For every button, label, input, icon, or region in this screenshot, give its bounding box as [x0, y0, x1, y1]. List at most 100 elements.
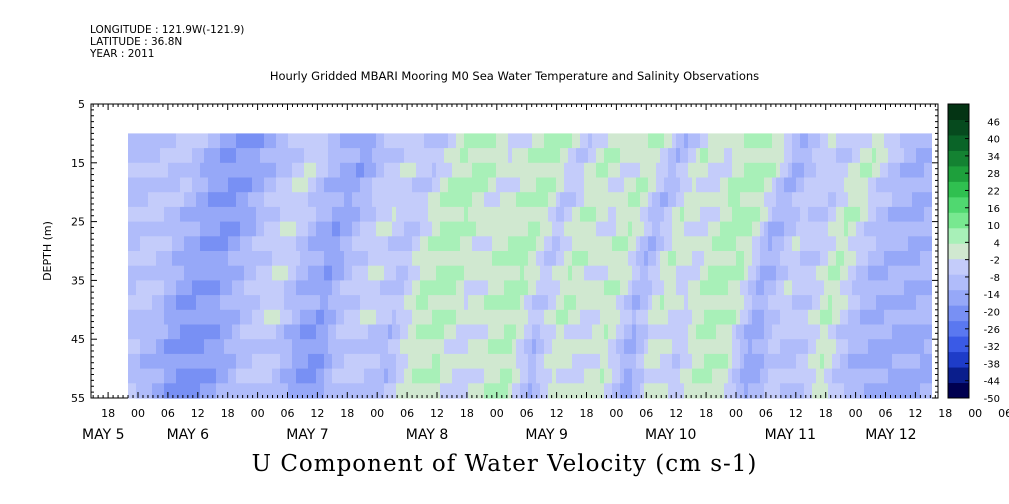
heatmap-cell [904, 339, 908, 355]
heatmap-cell [700, 148, 704, 164]
heatmap-cell [688, 339, 692, 355]
heatmap-cell [680, 236, 684, 252]
heatmap-cell [332, 309, 336, 326]
heatmap-cell [552, 251, 556, 267]
heatmap-cell [640, 177, 644, 193]
heatmap-cell [148, 339, 152, 355]
heatmap-cell [548, 324, 552, 340]
heatmap-cell [564, 192, 568, 208]
heatmap-cell [436, 133, 440, 149]
heatmap-cell [244, 148, 248, 164]
heatmap-cell [172, 339, 176, 355]
heatmap-cell [276, 177, 280, 193]
heatmap-cell [924, 368, 928, 384]
heatmap-cell [736, 192, 740, 208]
heatmap-cell [304, 192, 308, 208]
heatmap-cell [168, 221, 172, 237]
heatmap-cell [516, 368, 520, 384]
heatmap-cell [836, 309, 840, 326]
heatmap-cell [336, 177, 340, 193]
heatmap-cell [740, 133, 744, 149]
heatmap-cell [720, 324, 724, 340]
heatmap-cell [736, 280, 740, 296]
heatmap-cell [700, 133, 704, 149]
heatmap-cell [920, 309, 924, 326]
heatmap-cell [664, 236, 668, 252]
heatmap-cell [516, 265, 520, 281]
heatmap-cell [912, 221, 916, 237]
heatmap-cell [576, 295, 580, 311]
heatmap-cell [244, 265, 248, 281]
heatmap-cell [484, 339, 488, 355]
heatmap-cell [552, 309, 556, 326]
heatmap-cell [192, 280, 196, 296]
heatmap-cell [232, 265, 236, 281]
heatmap-cell [572, 177, 576, 193]
heatmap-cell [896, 206, 900, 223]
heatmap-cell [292, 192, 296, 208]
heatmap-cell [372, 192, 376, 208]
heatmap-cell [184, 295, 188, 311]
heatmap-cell [636, 236, 640, 252]
heatmap-cell [544, 339, 548, 355]
heatmap-cell [840, 280, 844, 296]
heatmap-cell [756, 192, 760, 208]
heatmap-cell [528, 383, 532, 399]
heatmap-cell [684, 383, 688, 399]
heatmap-cell [656, 206, 660, 223]
heatmap-cell [664, 265, 668, 281]
heatmap-cell [644, 148, 648, 164]
heatmap-cell [404, 353, 408, 370]
heatmap-cell [816, 148, 820, 164]
heatmap-cell [316, 339, 320, 355]
heatmap-cell [324, 280, 328, 296]
heatmap-cell [484, 383, 488, 399]
heatmap-cell [296, 221, 300, 237]
heatmap-cell [268, 324, 272, 340]
heatmap-cell [876, 309, 880, 326]
heatmap-cell [360, 295, 364, 311]
heatmap-cell [396, 309, 400, 326]
heatmap-cell [920, 177, 924, 193]
heatmap-cell [792, 280, 796, 296]
heatmap-cell [172, 368, 176, 384]
heatmap-cell [876, 236, 880, 252]
heatmap-cell [384, 177, 388, 193]
heatmap-cell [140, 295, 144, 311]
heatmap-cell [208, 265, 212, 281]
heatmap-cell [744, 324, 748, 340]
heatmap-cell [256, 133, 260, 149]
heatmap-cell [288, 192, 292, 208]
heatmap-cell [732, 148, 736, 164]
heatmap-cell [308, 324, 312, 340]
heatmap-cell [596, 177, 600, 193]
heatmap-cell [532, 324, 536, 340]
heatmap-cell [244, 324, 248, 340]
heatmap-cell [292, 177, 296, 193]
heatmap-cell [920, 133, 924, 149]
heatmap-cell [352, 280, 356, 296]
heatmap-cell [856, 324, 860, 340]
heatmap-cell [848, 368, 852, 384]
colorbar-swatch [948, 336, 969, 353]
heatmap-cell [812, 383, 816, 399]
heatmap-cell [528, 148, 532, 164]
heatmap-cell [552, 162, 556, 179]
heatmap-cell [560, 177, 564, 193]
heatmap-cell [552, 353, 556, 370]
heatmap-cell [260, 353, 264, 370]
heatmap-cell [344, 251, 348, 267]
heatmap-cell [524, 236, 528, 252]
heatmap-cell [616, 295, 620, 311]
heatmap-cell [524, 339, 528, 355]
heatmap-cell [528, 309, 532, 326]
heatmap-cell [596, 265, 600, 281]
heatmap-cell [928, 353, 932, 370]
heatmap-cell [712, 324, 716, 340]
heatmap-cell [928, 324, 932, 340]
heatmap-cell [636, 221, 640, 237]
heatmap-cell [688, 324, 692, 340]
heatmap-cell [784, 383, 788, 399]
heatmap-cell [248, 133, 252, 149]
heatmap-cell [576, 368, 580, 384]
